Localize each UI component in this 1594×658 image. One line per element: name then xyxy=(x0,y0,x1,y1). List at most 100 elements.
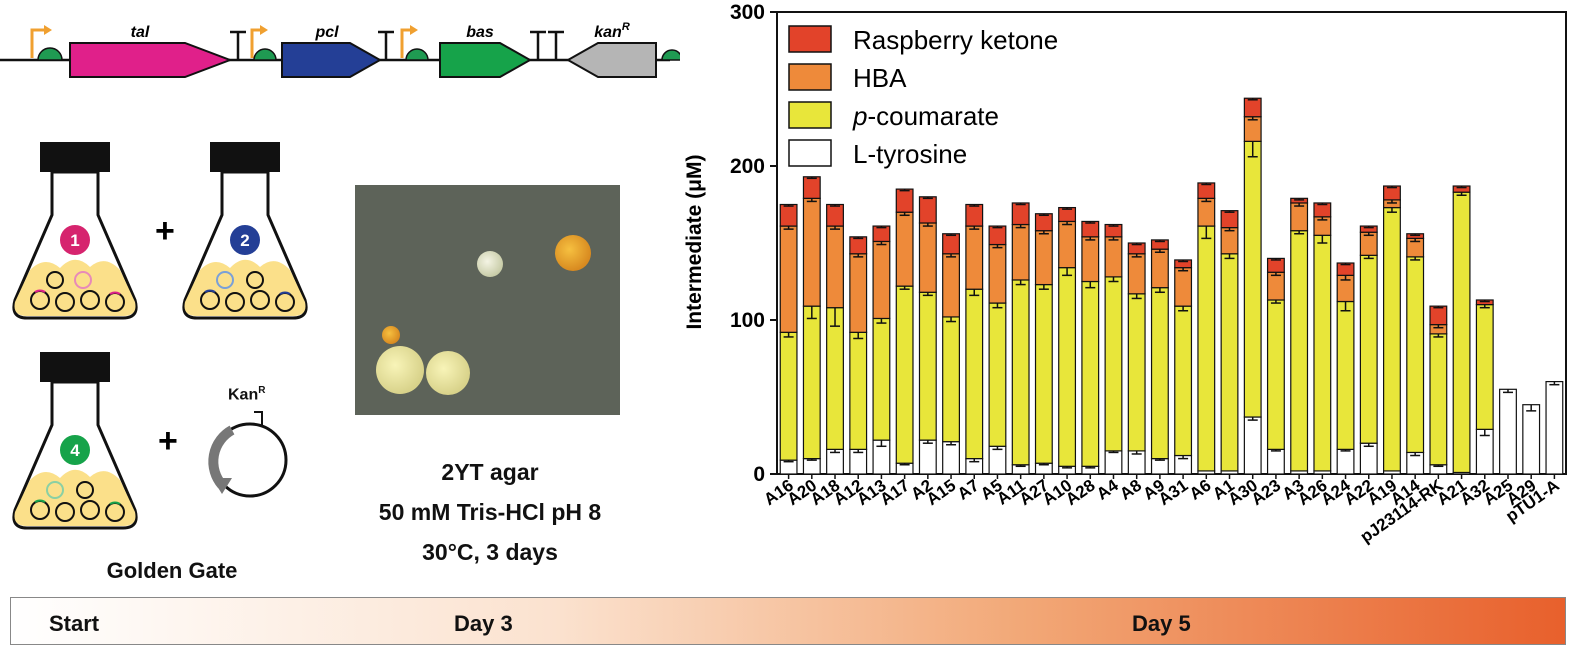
flask-4: 4 xyxy=(12,350,138,530)
gene-pcl-shape xyxy=(281,42,383,78)
y-tick-label: 200 xyxy=(730,155,765,178)
bar-segment xyxy=(1243,416,1262,475)
plate-buffer: 50 mM Tris-HCl pH 8 xyxy=(378,499,602,525)
legend-label: Raspberry ketone xyxy=(853,25,1058,55)
bar-segment xyxy=(802,176,821,199)
legend-swatch xyxy=(788,101,832,129)
bar-segment xyxy=(1034,283,1053,464)
rbs-1-icon xyxy=(37,47,63,61)
bar-segment xyxy=(1011,279,1030,466)
bar-segment xyxy=(942,441,960,475)
bar-segment xyxy=(918,439,937,475)
bar-segment xyxy=(1220,253,1239,472)
bar-segment xyxy=(942,233,960,255)
colony-orange-small xyxy=(382,326,400,344)
bar-segment xyxy=(1383,206,1401,472)
bar-segment xyxy=(849,253,868,333)
bar-segment xyxy=(872,317,891,441)
bar-segment xyxy=(872,240,891,320)
bar-segment xyxy=(1220,210,1239,229)
kanr-plasmid-label: KanR xyxy=(228,385,266,404)
bar-segment xyxy=(1197,197,1216,227)
flask-1-plasmids-icon xyxy=(30,271,125,312)
bar-segment xyxy=(1174,305,1193,457)
flask-4-badge xyxy=(58,433,92,467)
promoter-1-arrow-icon xyxy=(44,25,52,35)
colony-yellow-2 xyxy=(426,351,470,395)
promoter-3-icon xyxy=(400,28,412,58)
bar-segment xyxy=(1104,450,1123,475)
bar-segment xyxy=(895,188,914,213)
y-tick-label: 100 xyxy=(730,309,765,332)
bar-segment xyxy=(918,196,937,224)
flask-2: 2 xyxy=(182,140,308,320)
flask-4-number: 4 xyxy=(70,441,80,460)
bar-segment xyxy=(1150,287,1169,460)
bar-segment xyxy=(965,203,984,227)
bar-segment xyxy=(918,291,937,441)
bar-segment xyxy=(1336,448,1355,475)
bar-segment xyxy=(1266,271,1285,301)
plate-medium: 2YT agar xyxy=(441,459,539,485)
legend-label: p-coumarate xyxy=(852,101,999,131)
legend-swatch xyxy=(788,139,832,167)
bar-segment xyxy=(988,445,1007,475)
genetic-construct-diagram: tal pcl bas kanR xyxy=(0,21,680,78)
bar-segment xyxy=(988,302,1007,447)
plot-frame xyxy=(776,11,1567,475)
golden-gate-caption: Golden Gate xyxy=(106,558,238,583)
bar-segment xyxy=(1127,253,1146,295)
gene-tal-label: tal xyxy=(131,24,150,41)
legend-swatch xyxy=(788,63,832,91)
bar-segment xyxy=(1266,448,1285,475)
legend: Raspberry ketone HBA p-coumarate L-tyrosine xyxy=(788,25,1058,169)
bar-segment xyxy=(1545,381,1564,475)
bar-segment xyxy=(1081,236,1100,283)
timeline-start: Start xyxy=(49,611,100,636)
bar-segment xyxy=(1452,191,1471,474)
bar-segment xyxy=(1034,230,1053,286)
agar-plate-photo xyxy=(355,185,620,415)
bar-segment xyxy=(1243,140,1262,418)
bar-segment xyxy=(988,243,1007,304)
plus-sign-1: + xyxy=(155,212,175,250)
bar-segment xyxy=(965,225,984,290)
bar-segment xyxy=(802,458,821,475)
bar-segment xyxy=(1243,97,1262,118)
gene-kanr-shape xyxy=(565,42,657,78)
promoter-2-icon xyxy=(250,28,262,58)
bar-segment xyxy=(1197,225,1216,472)
bar-segment xyxy=(988,225,1007,246)
bar-segment xyxy=(849,236,868,255)
bar-segment xyxy=(779,203,798,227)
y-axis-title: Intermediate (μM) xyxy=(683,154,706,329)
intermediate-bar-chart: 0100200300A16A20A18A12A13A17A2A15A7A5A11… xyxy=(683,1,1567,547)
bar-segment xyxy=(1127,293,1146,452)
bar-segment xyxy=(1359,254,1378,444)
legend-swatch xyxy=(788,25,832,53)
terminator-4-icon xyxy=(548,30,564,60)
colony-orange-large xyxy=(555,235,591,271)
bar-segment xyxy=(1104,236,1123,278)
gene-bas-shape xyxy=(439,42,533,78)
timeline-day-3: Day 3 xyxy=(454,611,513,636)
bar-segment xyxy=(1220,227,1239,255)
flask-panel: 1 + 2 4 + xyxy=(12,140,308,530)
colonies-image xyxy=(376,235,591,395)
bar-segment xyxy=(918,222,937,293)
promoter-3-arrow-icon xyxy=(410,25,418,35)
timeline-day-5: Day 5 xyxy=(1132,611,1191,636)
kanr-plasmid-icon xyxy=(208,411,288,498)
bar-segment xyxy=(826,225,844,309)
bar-segment xyxy=(1011,202,1030,226)
flask-2-number: 2 xyxy=(240,231,249,250)
bar-segment xyxy=(1081,220,1100,238)
flask-1-number: 1 xyxy=(70,231,79,250)
bar-segment xyxy=(1475,304,1494,430)
terminator-1-icon xyxy=(230,30,246,60)
gene-tal-shape xyxy=(69,42,233,78)
bar-segment xyxy=(1150,458,1169,475)
y-tick-label: 300 xyxy=(730,1,765,24)
colony-yellow-1 xyxy=(376,346,424,394)
bar-segment xyxy=(895,285,914,464)
